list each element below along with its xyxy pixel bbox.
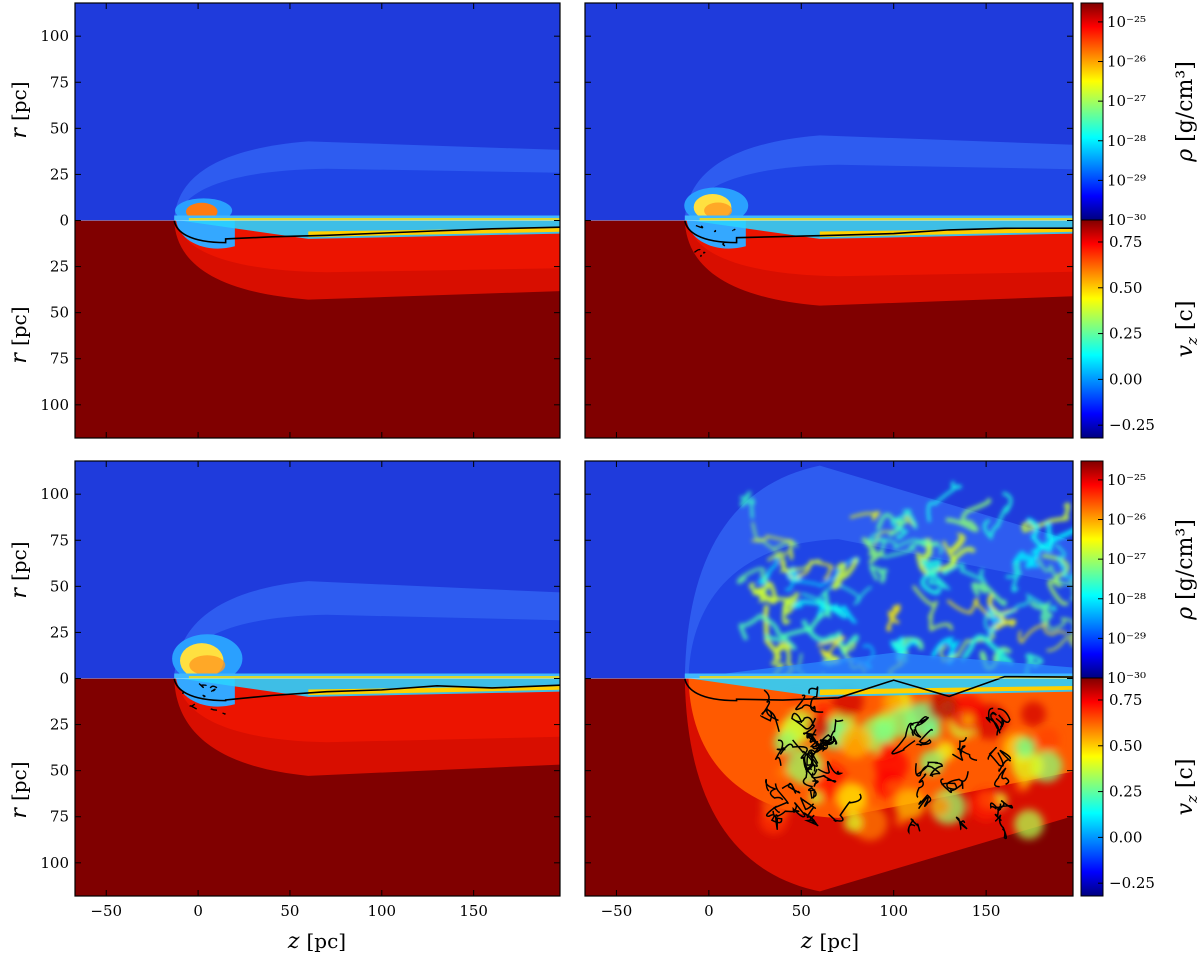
y-tick-label: 50	[50, 304, 69, 322]
velocity-turbulence	[759, 685, 1063, 841]
velocity-tick-label: −0.25	[1109, 416, 1155, 434]
y-axis-label: r [pc]	[7, 541, 32, 598]
colorbars: 10⁻²⁵ 10⁻²⁶ 10⁻²⁷ 10⁻²⁸ 10⁻²⁹ 10⁻³⁰ ρ [g/cm³] 0…	[1080, 2, 1200, 897]
y-tick-label: 25	[50, 716, 69, 734]
y-tick-label: 0	[59, 212, 69, 230]
cocoon-region	[177, 614, 560, 679]
x-tick-label: 100	[367, 902, 396, 920]
velocity-tick-label: 0.50	[1109, 279, 1142, 297]
y-axis-label: r [pc]	[7, 81, 32, 138]
density-tick-label: 10⁻²⁵	[1107, 13, 1146, 31]
y-tick-label: 25	[50, 165, 69, 183]
density-tick-label: 10⁻²⁶	[1107, 511, 1146, 529]
contour-lines	[173, 220, 560, 244]
density-tick-label: 10⁻²⁵	[1107, 471, 1146, 489]
velocity-colorbar	[1080, 677, 1104, 897]
velocity-tick-label: 0.25	[1109, 325, 1142, 343]
y-axis-label: r [pc]	[7, 761, 32, 818]
y-tick-label: 0	[59, 670, 69, 688]
velocity-tick-label: 0.75	[1109, 233, 1142, 251]
x-tick-label: −50	[90, 902, 122, 920]
density-tick-label: 10⁻³⁰	[1107, 211, 1146, 229]
jet-edge	[308, 228, 560, 238]
velocity-tick-label: 0.75	[1109, 691, 1142, 709]
jet-edge	[819, 686, 1073, 696]
velocity-colorbar	[1080, 219, 1104, 439]
density-tick-label: 10⁻³⁰	[1107, 669, 1146, 687]
x-axis-label: z [pc]	[287, 929, 346, 954]
cocoon-region	[177, 168, 560, 221]
panel-bottom-left: 100 75 50 25 0 25 50 75 100 −50 0 50 100 150	[40, 460, 561, 920]
y-tick-label: 100	[40, 854, 69, 872]
velocity-tick-label: 0.00	[1109, 370, 1142, 388]
density-tick-label: 10⁻²⁸	[1107, 590, 1146, 608]
y-tick-label: 75	[50, 808, 69, 826]
jet-velocity	[179, 678, 560, 697]
y-tick-label: 75	[50, 531, 69, 549]
y-tick-label: 75	[50, 350, 69, 368]
density-colorbar-label: ρ [g/cm³]	[1173, 61, 1198, 163]
density-tick-label: 10⁻²⁷	[1107, 550, 1146, 568]
y-tick-label: 50	[50, 577, 69, 595]
y-tick-label: 50	[50, 762, 69, 780]
density-tick-label: 10⁻²⁹	[1107, 629, 1146, 647]
x-tick-label: 50	[280, 902, 299, 920]
density-tick-label: 10⁻²⁷	[1107, 92, 1146, 110]
panel-top-right	[584, 2, 1074, 439]
x-tick-label: 100	[879, 902, 908, 920]
x-tick-label: 0	[193, 902, 203, 920]
backflow-region	[176, 220, 235, 249]
velocity-tick-label: 0.00	[1109, 828, 1142, 846]
y-tick-label: 75	[50, 73, 69, 91]
density-tick-label: 10⁻²⁶	[1107, 53, 1146, 71]
y-tick-label: 100	[40, 485, 69, 503]
density-colorbar	[1080, 460, 1104, 679]
contour-lines	[684, 220, 1073, 258]
velocity-tick-label: 0.25	[1109, 783, 1142, 801]
y-tick-label: 100	[40, 396, 69, 414]
panel-top-left: 100 75 50 25 0 25 50 75 100	[40, 2, 561, 439]
panel-bottom-right: −50 0 50 100 150	[584, 460, 1074, 920]
jet-velocity	[690, 678, 1073, 697]
jet-edge	[819, 228, 1073, 238]
density-colorbar	[1080, 2, 1104, 221]
density-tick-label: 10⁻²⁸	[1107, 132, 1146, 150]
jet-velocity	[690, 220, 1073, 239]
x-tick-label: 0	[704, 902, 714, 920]
x-axis-label: z [pc]	[800, 929, 859, 954]
contour-lines	[684, 675, 1073, 840]
y-axis-label: r [pc]	[7, 306, 32, 363]
x-tick-label: 150	[972, 902, 1001, 920]
axis-labels: r [pc] r [pc] r [pc] r [pc] z [pc] z [pc]	[7, 81, 859, 954]
x-tick-label: −50	[601, 902, 633, 920]
velocity-colorbar-label: vz [c]	[1173, 759, 1200, 816]
x-tick-label: 50	[792, 902, 811, 920]
density-tick-label: 10⁻²⁹	[1107, 171, 1146, 189]
contour-lines	[173, 678, 560, 715]
velocity-tick-label: −0.25	[1109, 874, 1155, 892]
x-tick-label: 150	[459, 902, 488, 920]
velocity-colorbar-label: vz [c]	[1173, 301, 1200, 358]
jet-velocity	[179, 220, 560, 239]
velocity-cocoon	[177, 678, 560, 743]
backflow-region	[176, 678, 235, 707]
y-tick-label: 25	[50, 258, 69, 276]
y-tick-label: 100	[40, 27, 69, 45]
cocoon-region	[688, 164, 1073, 221]
y-tick-label: 50	[50, 119, 69, 137]
y-tick-label: 25	[50, 623, 69, 641]
velocity-tick-label: 0.50	[1109, 737, 1142, 755]
density-colorbar-label: ρ [g/cm³]	[1173, 519, 1198, 621]
